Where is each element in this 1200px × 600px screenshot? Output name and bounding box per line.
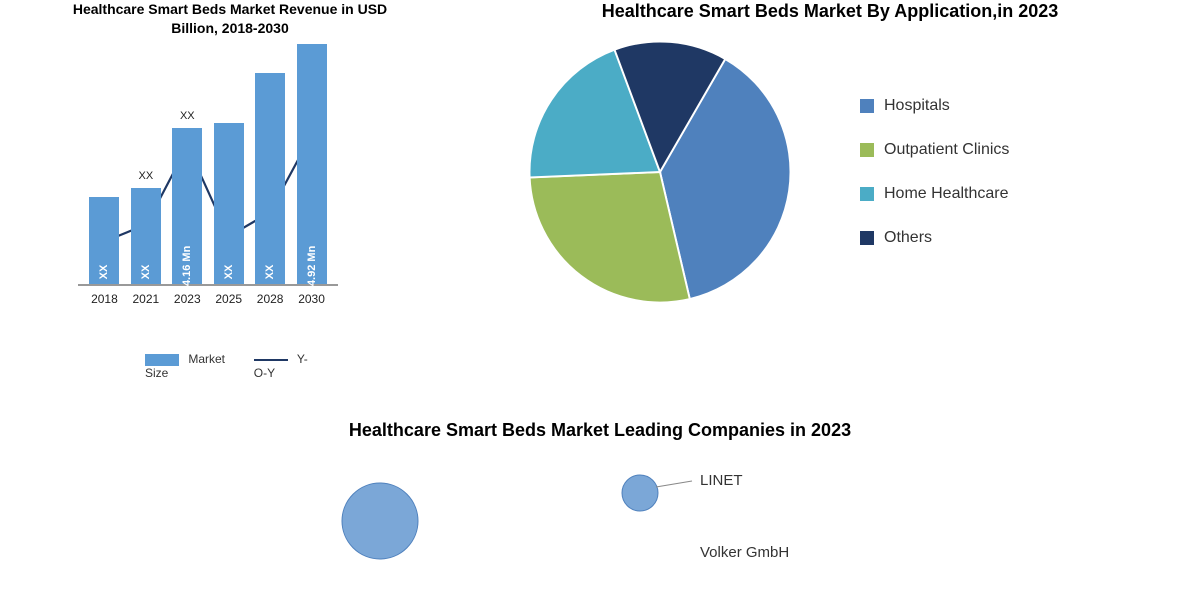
x-axis-label: 2018 <box>91 292 118 306</box>
company-label: LINET <box>700 472 743 489</box>
bubble-chart-plot: LINET Volker GmbH <box>100 441 1100 561</box>
pie-chart-legend: Hospitals Outpatient Clinics Home Healthca… <box>860 97 1049 247</box>
revenue-bar-chart: Healthcare Smart Beds Market Revenue in … <box>60 0 400 380</box>
x-axis-label: 2025 <box>215 292 242 306</box>
yoy-label: Y-O-Y <box>254 352 308 380</box>
bar: XX <box>214 123 244 284</box>
x-axis-label: 2023 <box>174 292 201 306</box>
pie-chart-title: Healthcare Smart Beds Market By Applicat… <box>480 0 1180 23</box>
pie-legend-swatch <box>860 143 874 157</box>
x-axis-label: 2030 <box>298 292 325 306</box>
bar-value-label: XX <box>140 264 152 279</box>
bar: XX514.16 Mn <box>172 128 202 284</box>
bar-top-label: XX <box>180 110 195 122</box>
bar-value-label: 514.16 Mn <box>181 245 193 298</box>
bar-value-label: XX <box>223 264 235 279</box>
leader-line <box>656 481 692 487</box>
companies-bubble-chart: Healthcare Smart Beds Market Leading Com… <box>100 420 1100 590</box>
pie-legend-item: Others <box>860 229 1009 247</box>
pie-legend-label: Home Healthcare <box>884 185 1009 203</box>
bar-top-label: XX <box>139 170 154 182</box>
pie-legend-item: Hospitals <box>860 97 1009 115</box>
pie-legend-item: Outpatient Clinics <box>860 141 1009 159</box>
bar-chart-plot: XX2018XXXX2021XX514.16 Mn2023XX2025XX202… <box>78 46 338 286</box>
bubble-chart-title: Healthcare Smart Beds Market Leading Com… <box>100 420 1100 441</box>
bar-chart-legend: Market Size Y-O-Y <box>145 352 315 380</box>
x-axis-label: 2021 <box>132 292 159 306</box>
bar: XX <box>89 197 119 283</box>
pie-legend-swatch <box>860 187 874 201</box>
legend-yoy: Y-O-Y <box>254 352 315 380</box>
pie-legend-label: Outpatient Clinics <box>884 141 1009 159</box>
pie-legend-label: Others <box>884 229 932 247</box>
pie-legend-swatch <box>860 99 874 113</box>
pie-legend-item: Home Healthcare <box>860 185 1009 203</box>
bar-value-label: 784.92 Mn <box>306 245 318 298</box>
pie-legend-swatch <box>860 231 874 245</box>
legend-market-size: Market Size <box>145 352 232 380</box>
bar: XX <box>255 73 285 284</box>
pie-chart-plot <box>500 27 820 317</box>
application-pie-chart: Healthcare Smart Beds Market By Applicat… <box>480 0 1180 350</box>
bar-value-label: XX <box>264 264 276 279</box>
bar: 784.92 Mn <box>297 44 327 284</box>
company-bubble <box>622 475 658 511</box>
bar-value-label: XX <box>98 264 110 279</box>
pie-legend-label: Hospitals <box>884 97 950 115</box>
bar-chart-title: Healthcare Smart Beds Market Revenue in … <box>60 0 400 38</box>
company-bubble <box>342 483 418 559</box>
market-size-swatch <box>145 354 179 366</box>
x-axis-label: 2028 <box>257 292 284 306</box>
yoy-swatch <box>254 359 288 361</box>
company-label: Volker GmbH <box>700 544 789 561</box>
bar: XXXX <box>131 188 161 284</box>
